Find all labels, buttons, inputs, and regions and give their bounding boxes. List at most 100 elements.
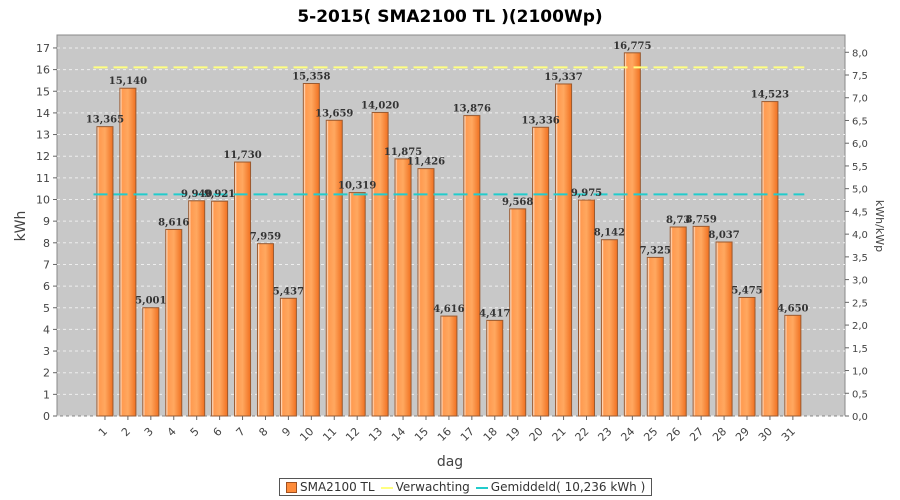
- line-swatch-icon: [475, 486, 488, 489]
- bar-day-1: [96, 126, 114, 417]
- bar-value-label: 11,730: [223, 150, 261, 161]
- legend: SMA2100 TL Verwachting Gemiddeld( 10,236…: [279, 478, 653, 496]
- legend-label: SMA2100 TL: [300, 480, 375, 494]
- y-right-tick-label: 3,5: [852, 253, 868, 264]
- bar-day-14: [394, 158, 412, 417]
- y-axis-right-label: kWh/kWp: [873, 200, 886, 252]
- y-tick-label: 17: [36, 42, 50, 55]
- x-tick-label: 18: [481, 425, 500, 444]
- bar-day-23: [600, 239, 618, 417]
- x-axis-label: dag: [437, 454, 463, 470]
- x-tick-label: 17: [458, 425, 477, 444]
- bar-day-31: [784, 314, 802, 417]
- x-tick-label: 26: [664, 425, 683, 444]
- y-tick-label: 11: [36, 172, 50, 185]
- bar-value-label: 4,417: [479, 308, 510, 319]
- x-tick-label: 15: [412, 425, 431, 444]
- bar-value-label: 8,037: [708, 230, 739, 241]
- bar-day-18: [486, 319, 504, 417]
- bar-day-6: [211, 200, 229, 417]
- bar-value-label: 9,921: [204, 189, 235, 200]
- y-axis-label: kWh: [13, 211, 29, 242]
- x-tick-label: 3: [142, 425, 156, 439]
- bar-day-3: [142, 307, 160, 417]
- x-tick-label: 12: [343, 425, 362, 444]
- bar-day-21: [555, 83, 573, 417]
- bar-value-label: 5,475: [731, 285, 762, 296]
- bar-day-9: [279, 297, 297, 417]
- x-tick-label: 30: [756, 425, 775, 444]
- y-right-tick-label: 0,5: [852, 389, 868, 400]
- bar-day-2: [119, 87, 137, 417]
- y-right-tick-label: 0,0: [852, 412, 868, 423]
- bar-day-27: [692, 225, 710, 417]
- y-right-tick-label: 6,0: [852, 139, 868, 150]
- y-right-tick-label: 5,0: [852, 185, 868, 196]
- bar-value-label: 9,568: [502, 197, 533, 208]
- bar-value-label: 4,616: [433, 304, 464, 315]
- x-tick-label: 9: [279, 425, 293, 439]
- y-tick-label: 0: [43, 410, 50, 423]
- bar-value-label: 10,319: [338, 181, 376, 192]
- y-right-tick-label: 4,5: [852, 207, 868, 218]
- bar-value-label: 14,523: [751, 90, 789, 101]
- y-right-tick-label: 1,0: [852, 367, 868, 378]
- bar-value-label: 4,650: [777, 303, 808, 314]
- legend-item-average: Gemiddeld( 10,236 kWh ): [475, 480, 645, 494]
- bar-value-label: 14,020: [361, 100, 399, 111]
- bar-day-5: [188, 200, 206, 417]
- y-right-tick-label: 1,5: [852, 344, 868, 355]
- y-right-tick-label: 8,0: [852, 48, 868, 59]
- bar-day-8: [256, 243, 274, 417]
- x-tick-label: 2: [119, 425, 133, 439]
- bar-value-label: 9,975: [571, 188, 602, 199]
- bar-value-label: 5,001: [135, 296, 166, 307]
- bar-value-label: 13,876: [453, 104, 491, 115]
- bar-value-label: 9,940: [181, 189, 212, 200]
- x-tick-label: 25: [641, 425, 660, 444]
- x-tick-label: 10: [297, 425, 316, 444]
- bar-day-25: [646, 256, 664, 417]
- legend-label: Verwachting: [395, 480, 470, 494]
- y-right-tick-label: 4,0: [852, 230, 868, 241]
- x-tick-label: 23: [595, 425, 614, 444]
- bar-day-22: [577, 199, 595, 417]
- bar-value-label: 15,337: [544, 72, 582, 83]
- x-tick-label: 24: [618, 425, 637, 444]
- x-tick-label: 4: [165, 425, 179, 439]
- y-right-tick-label: 5,5: [852, 162, 868, 173]
- x-tick-label: 28: [710, 425, 729, 444]
- bar-day-28: [715, 241, 733, 417]
- x-tick-label: 8: [256, 425, 270, 439]
- y-right-tick-label: 7,5: [852, 71, 868, 82]
- y-tick-label: 16: [36, 64, 50, 77]
- x-tick-label: 29: [733, 425, 752, 444]
- bar-value-label: 5,437: [273, 286, 304, 297]
- bar-value-label: 11,875: [384, 147, 422, 158]
- x-tick-label: 11: [320, 425, 339, 444]
- bar-value-label: 15,358: [292, 71, 330, 82]
- legend-item-expected: Verwachting: [380, 480, 470, 494]
- chart-title: 5-2015( SMA2100 TL )(2100Wp): [297, 7, 602, 27]
- y-tick-label: 7: [43, 258, 50, 271]
- bar-swatch-icon: [286, 482, 297, 493]
- bar-day-15: [417, 168, 435, 417]
- x-tick-label: 1: [96, 425, 110, 439]
- bar-day-29: [738, 296, 756, 417]
- x-tick-label: 13: [366, 425, 385, 444]
- y-tick-label: 9: [43, 215, 50, 228]
- y-tick-label: 3: [43, 345, 50, 358]
- x-tick-label: 19: [504, 425, 523, 444]
- bar-value-label: 7,325: [640, 245, 671, 256]
- x-tick-label: 22: [573, 425, 592, 444]
- line-swatch-icon: [380, 486, 393, 489]
- bar-value-label: 11,426: [407, 157, 445, 168]
- y-tick-label: 15: [36, 85, 50, 98]
- bar-day-11: [325, 119, 343, 417]
- x-tick-label: 31: [779, 425, 798, 444]
- y-tick-label: 13: [36, 129, 50, 142]
- x-tick-label: 5: [188, 425, 202, 439]
- x-tick-label: 27: [687, 425, 706, 444]
- y-tick-label: 2: [43, 367, 50, 380]
- y-tick-label: 5: [43, 302, 50, 315]
